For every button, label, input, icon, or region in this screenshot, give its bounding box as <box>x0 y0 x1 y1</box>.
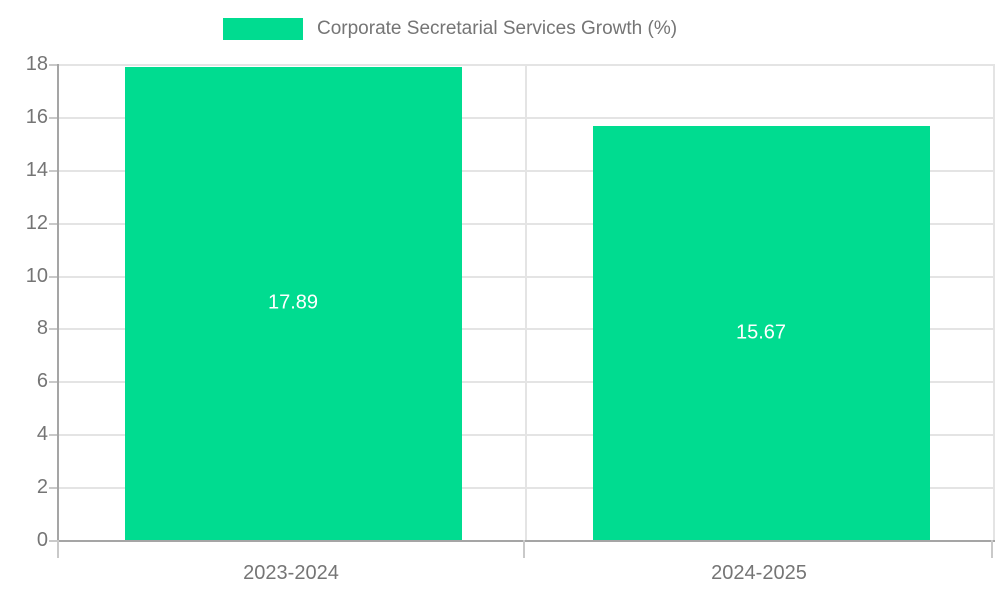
x-gridline <box>525 64 527 540</box>
y-gridline <box>59 434 995 437</box>
y-gridline <box>59 328 995 331</box>
x-tick-mark <box>991 540 993 558</box>
y-tick-mark <box>49 381 57 384</box>
y-tick-label: 6 <box>36 370 48 393</box>
y-tick-mark <box>49 434 57 437</box>
x-tick-mark <box>523 540 525 558</box>
bar <box>125 67 462 540</box>
y-tick-mark <box>49 487 57 490</box>
y-tick-label: 12 <box>25 211 48 234</box>
y-tick-label: 8 <box>36 317 48 340</box>
y-tick-mark <box>49 540 57 542</box>
y-tick-mark <box>49 169 57 172</box>
x-gridline <box>993 64 995 540</box>
y-tick-label: 2 <box>36 476 48 499</box>
y-gridline <box>59 222 995 225</box>
bar-value-label: 17.89 <box>267 291 319 314</box>
y-gridline <box>59 487 995 490</box>
y-gridline <box>59 116 995 119</box>
y-tick-mark <box>49 64 57 66</box>
y-gridline <box>59 64 995 66</box>
y-tick-mark <box>49 328 57 331</box>
y-tick-label: 0 <box>36 529 48 551</box>
y-tick-label: 4 <box>36 423 48 446</box>
y-tick-mark <box>49 116 57 119</box>
y-gridline <box>59 169 995 172</box>
plot-area: 17.89 15.67 <box>57 64 995 542</box>
y-gridline <box>59 275 995 278</box>
y-tick-label: 18 <box>25 53 48 75</box>
legend: Corporate Secretarial Services Growth (%… <box>223 18 677 40</box>
x-category-label: 2024-2025 <box>711 562 807 584</box>
y-tick-mark <box>49 275 57 278</box>
y-tick-label: 14 <box>25 158 48 181</box>
y-tick-label: 10 <box>25 264 48 287</box>
y-tick-mark <box>49 222 57 225</box>
x-category-label: 2023-2024 <box>243 562 339 584</box>
x-tick-mark <box>57 540 59 558</box>
bar-value-label: 15.67 <box>735 321 787 344</box>
y-gridline <box>59 381 995 384</box>
bar <box>593 126 930 540</box>
y-tick-label: 16 <box>25 105 48 128</box>
legend-label: Corporate Secretarial Services Growth (%… <box>317 18 678 39</box>
legend-swatch <box>223 18 303 40</box>
